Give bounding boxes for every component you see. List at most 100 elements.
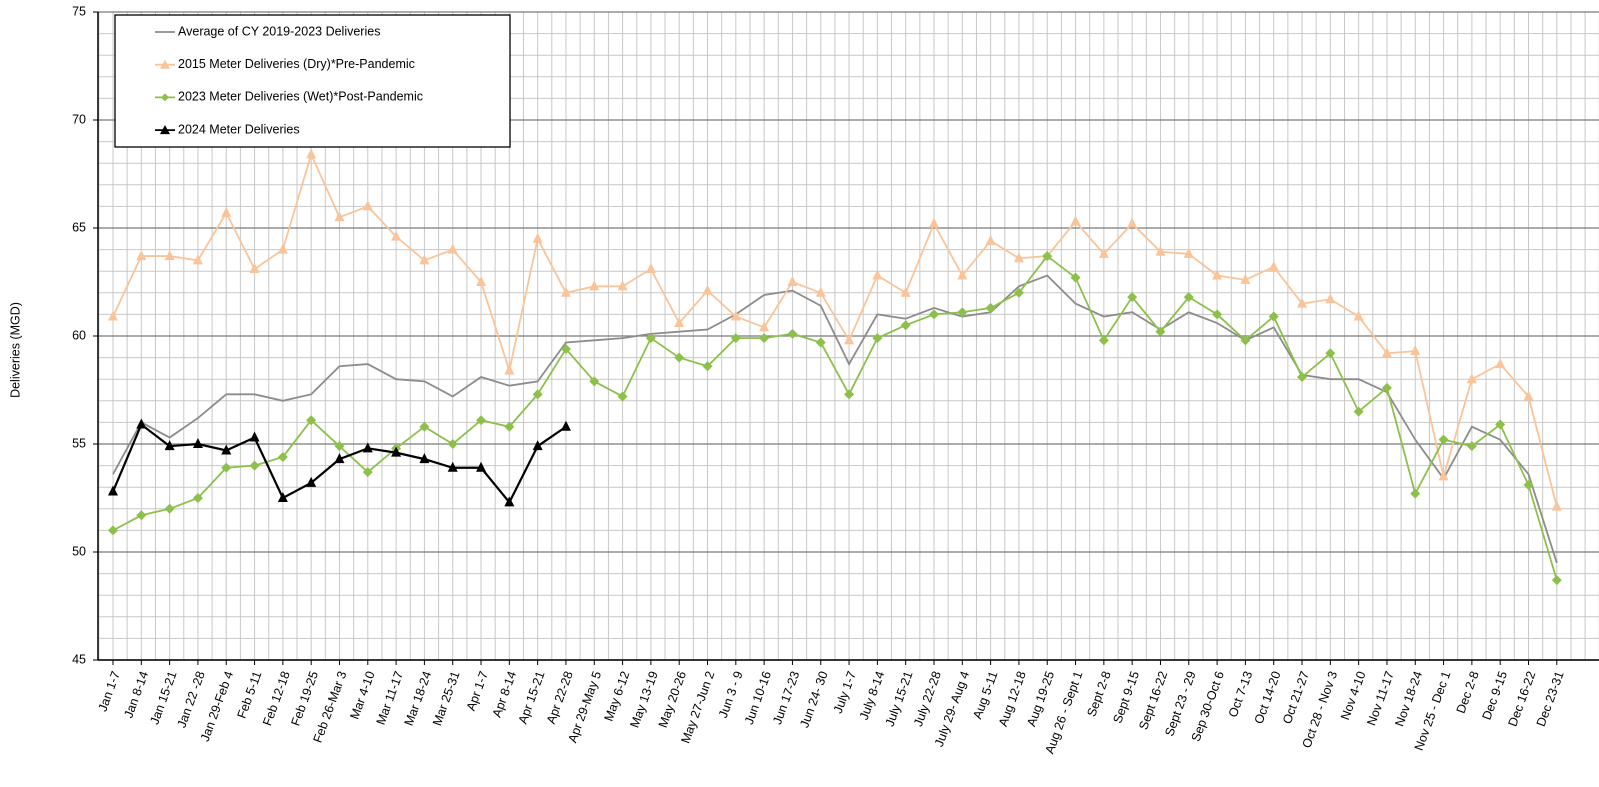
data-point xyxy=(702,361,713,372)
data-point xyxy=(645,263,656,274)
data-point xyxy=(249,460,260,471)
data-point xyxy=(560,420,571,431)
data-point xyxy=(221,462,232,473)
x-tick-label: Apr 22-28 xyxy=(544,669,576,725)
data-point xyxy=(1353,310,1364,321)
data-point xyxy=(306,148,317,159)
data-point xyxy=(362,442,373,453)
legend-label: 2023 Meter Deliveries (Wet)*Post-Pandemi… xyxy=(178,90,423,104)
data-point xyxy=(589,376,600,387)
x-tick-label: Jan 1-7 xyxy=(95,669,122,713)
data-point xyxy=(815,337,826,348)
data-point xyxy=(872,269,883,280)
data-point xyxy=(306,476,317,487)
y-tick-label: 45 xyxy=(72,652,86,666)
data-point xyxy=(928,309,939,320)
data-point xyxy=(1155,245,1166,256)
y-tick-label: 75 xyxy=(72,4,86,18)
data-point xyxy=(1212,309,1223,320)
x-tick-label: Apr 15-21 xyxy=(516,669,548,725)
x-tick-label: May 20-26 xyxy=(656,669,689,729)
data-point xyxy=(1013,287,1024,298)
legend-label: 2024 Meter Deliveries xyxy=(178,122,300,136)
data-point xyxy=(1325,348,1336,359)
x-tick-label: Aug 5-11 xyxy=(970,669,1000,721)
data-point xyxy=(900,320,911,331)
data-point xyxy=(108,525,118,536)
data-point xyxy=(419,421,430,432)
x-tick-label: Dec 9-15 xyxy=(1480,669,1511,721)
data-point xyxy=(1353,406,1364,417)
data-point xyxy=(249,431,260,442)
data-point xyxy=(617,280,628,291)
x-tick-label: Dec 23-31 xyxy=(1534,669,1567,728)
y-tick-label: 65 xyxy=(72,220,86,234)
y-axis-label: Deliveries (MGD) xyxy=(8,302,22,398)
data-point xyxy=(1240,273,1251,284)
data-point xyxy=(504,421,515,432)
series-line xyxy=(112,151,1558,507)
x-tick-label: Oct 7-13 xyxy=(1226,669,1256,719)
data-point xyxy=(476,276,487,286)
data-point xyxy=(928,217,939,228)
data-point xyxy=(476,461,487,472)
x-tick-label: Jun 10-16 xyxy=(742,669,774,726)
data-point xyxy=(532,389,543,400)
data-point xyxy=(730,310,741,321)
data-point xyxy=(674,352,685,363)
legend-box xyxy=(114,14,511,148)
data-point xyxy=(1523,390,1534,401)
data-point xyxy=(1551,575,1562,586)
data-point xyxy=(192,438,203,448)
data-point xyxy=(1438,434,1449,445)
data-point xyxy=(277,451,288,462)
data-point xyxy=(900,286,911,297)
data-point xyxy=(645,333,656,344)
data-point xyxy=(957,269,968,280)
data-point xyxy=(108,485,118,496)
x-tick-label: Jun 24- 30 xyxy=(797,669,830,729)
y-tick-label: 60 xyxy=(72,328,86,342)
data-point xyxy=(1183,292,1194,303)
x-tick-label: July 15-21 xyxy=(883,669,916,728)
data-point xyxy=(221,444,232,455)
data-point xyxy=(164,440,175,451)
data-point xyxy=(1098,335,1109,346)
data-point xyxy=(589,280,600,291)
data-point xyxy=(1127,217,1138,228)
data-point xyxy=(419,254,430,265)
data-point xyxy=(985,234,996,245)
x-tick-label: July 22-28 xyxy=(911,669,944,728)
data-point xyxy=(1127,292,1138,303)
x-tick-label: Apr 1-7 xyxy=(464,669,491,712)
data-point xyxy=(391,446,402,457)
data-point xyxy=(164,503,175,514)
data-point xyxy=(957,307,968,318)
data-point xyxy=(1297,297,1308,308)
data-point xyxy=(164,250,175,261)
x-tick-label: Jan 8-14 xyxy=(121,669,151,720)
data-point xyxy=(844,334,855,345)
x-tick-label: Sept 9-15 xyxy=(1110,669,1142,725)
data-point xyxy=(985,302,996,313)
x-tick-label: Mar 11-17 xyxy=(374,669,406,726)
data-point xyxy=(1297,372,1308,383)
x-tick-label: Dec 16-22 xyxy=(1506,669,1539,728)
data-point xyxy=(1551,500,1562,511)
x-tick-label: Feb 19-25 xyxy=(288,669,321,727)
data-point xyxy=(759,333,770,344)
data-point xyxy=(1098,247,1109,258)
data-point xyxy=(1495,358,1506,369)
data-point xyxy=(1240,335,1251,346)
data-point xyxy=(362,200,373,211)
x-tick-label: Mar 25-31 xyxy=(430,669,463,727)
data-point xyxy=(362,467,373,478)
series-line xyxy=(112,274,1558,564)
data-point xyxy=(1268,260,1279,271)
data-point xyxy=(844,389,855,400)
legend-label: 2015 Meter Deliveries (Dry)*Pre-Pandemic xyxy=(178,57,415,71)
data-point xyxy=(136,418,147,429)
data-point xyxy=(136,250,147,261)
y-tick-label: 55 xyxy=(72,436,86,450)
